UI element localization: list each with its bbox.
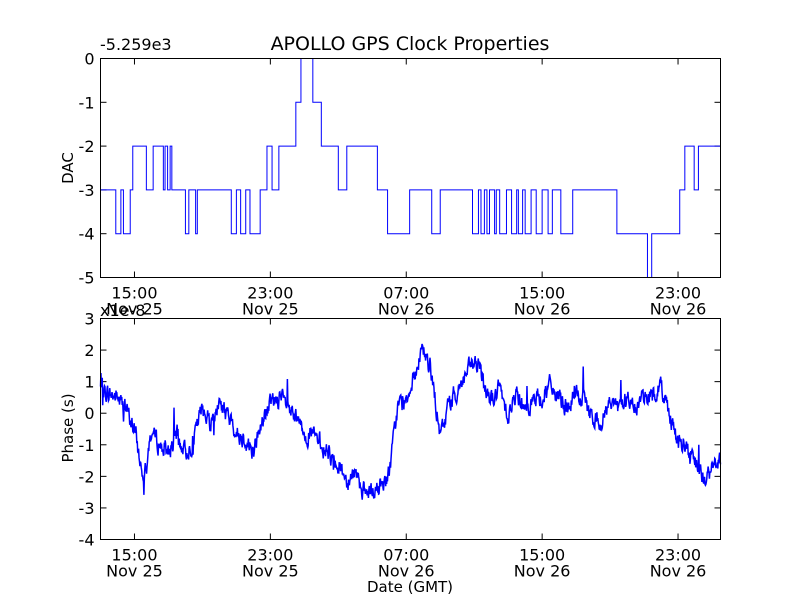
dac-offset-label: -5.259e3 [100,35,172,54]
dac-xtick-time: 07:00 [383,284,429,303]
phase-xtick-date: Nov 26 [378,562,435,581]
phase-xtick-date: Nov 26 [514,562,571,581]
chart-title: APOLLO GPS Clock Properties [271,33,550,55]
phase-xtick-time: 15:00 [111,546,157,565]
dac-ytick-label: 0 [84,50,94,69]
phase-offset-label: x1e-8 [100,301,145,320]
dac-series-line [100,58,721,278]
phase-ytick-label: 3 [84,310,94,329]
dac-ytick-label: -2 [79,137,95,156]
phase-xtick-time: 15:00 [519,546,565,565]
phase-ytick-label: -1 [79,436,95,455]
phase-ytick-label: 1 [84,373,94,392]
dac-xtick-time: 23:00 [655,284,701,303]
phase-xtick-date: Nov 25 [106,562,163,581]
phase-ytick-label: -2 [79,467,95,486]
dac-xtick-date: Nov 26 [378,300,435,319]
dac-xtick-time: 15:00 [111,284,157,303]
dac-xtick-time: 23:00 [247,284,293,303]
phase-xtick-date: Nov 26 [650,562,707,581]
dac-xtick-date: Nov 25 [242,300,299,319]
dac-xtick-date: Nov 26 [514,300,571,319]
phase-xtick-time: 23:00 [655,546,701,565]
phase-ytick-label: -3 [79,499,95,518]
phase-ylabel: Phase (s) [59,393,77,462]
dac-ytick-label: -1 [79,93,95,112]
phase-xtick-date: Nov 25 [242,562,299,581]
dac-axes-frame [100,58,721,278]
phase-axes-frame [100,318,721,540]
dac-xtick-time: 15:00 [519,284,565,303]
dac-ytick-label: -4 [79,225,95,244]
phase-series-line [99,343,722,500]
dac-ytick-label: -5 [79,269,95,288]
dac-xtick-date: Nov 26 [650,300,707,319]
phase-xlabel: Date (GMT) [367,578,453,596]
dac-ylabel: DAC [59,152,77,184]
phase-xtick-time: 23:00 [247,546,293,565]
phase-xtick-time: 07:00 [383,546,429,565]
dac-ytick-label: -3 [79,181,95,200]
phase-ytick-label: -4 [79,531,95,550]
phase-ytick-label: 0 [84,404,94,423]
dac-xtick-date: Nov 25 [106,300,163,319]
phase-ytick-label: 2 [84,341,94,360]
